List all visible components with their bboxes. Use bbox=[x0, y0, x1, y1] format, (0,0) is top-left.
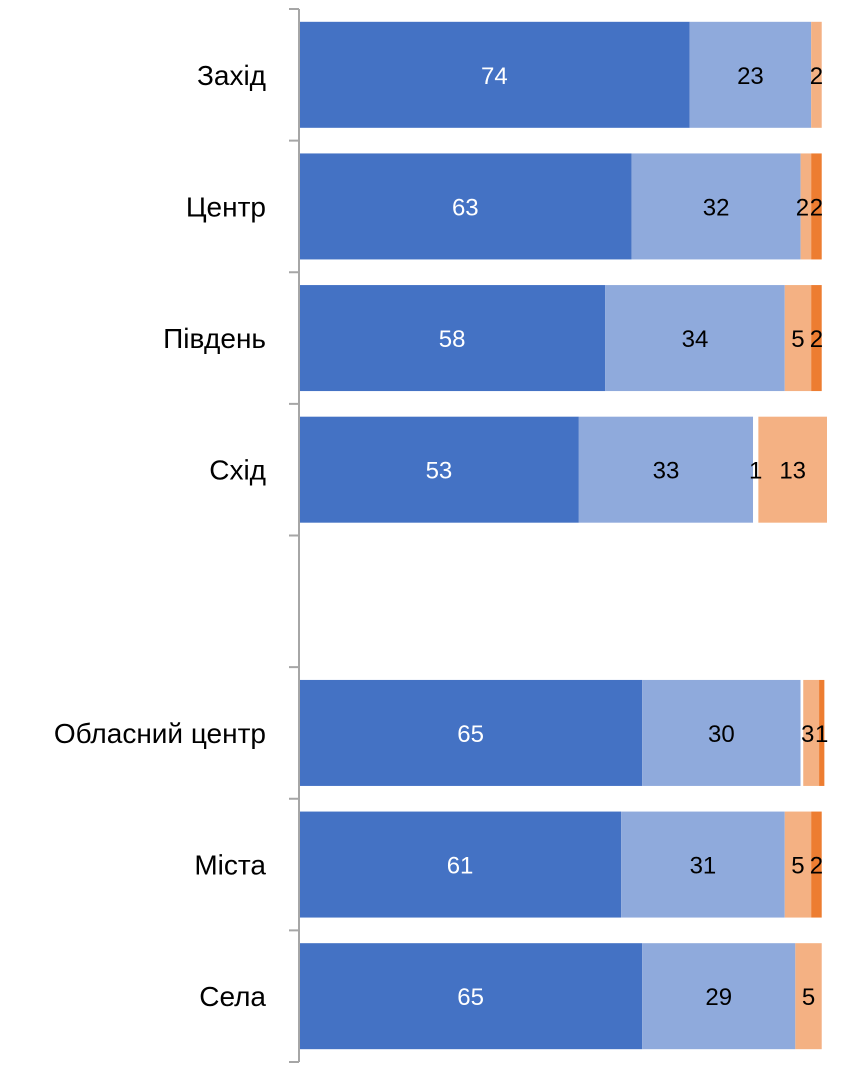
data-label: 65 bbox=[457, 721, 484, 748]
data-label: 2 bbox=[810, 326, 823, 353]
bar-segment bbox=[784, 285, 812, 392]
data-label: 5 bbox=[791, 326, 804, 353]
bar-segment bbox=[753, 416, 759, 523]
data-label: 58 bbox=[439, 326, 466, 353]
bar-segment bbox=[299, 416, 579, 523]
category-label: Обласний центр bbox=[54, 718, 266, 749]
bar-segment bbox=[642, 679, 801, 786]
data-label: 30 bbox=[708, 721, 735, 748]
bar-segment bbox=[811, 285, 822, 392]
bar-segment bbox=[811, 21, 822, 128]
data-label: 2 bbox=[796, 194, 809, 221]
data-label: 74 bbox=[481, 63, 508, 90]
bar-segment bbox=[811, 153, 822, 260]
bar-segment bbox=[800, 679, 804, 786]
data-label: 1 bbox=[749, 458, 762, 485]
bar-segment bbox=[299, 811, 622, 918]
data-label: 32 bbox=[703, 194, 730, 221]
category-label: Села bbox=[199, 981, 266, 1012]
bar-segment bbox=[631, 153, 801, 260]
data-label: 23 bbox=[737, 63, 764, 90]
data-label: 31 bbox=[690, 853, 717, 880]
data-label: 13 bbox=[779, 458, 806, 485]
bars-layer bbox=[299, 21, 827, 1050]
bar-segment bbox=[642, 943, 796, 1050]
bar-segment bbox=[299, 943, 643, 1050]
data-label: 53 bbox=[426, 458, 453, 485]
bar-segment bbox=[299, 679, 643, 786]
bar-segment bbox=[299, 285, 606, 392]
data-label: 5 bbox=[802, 984, 815, 1011]
data-label: 5 bbox=[791, 853, 804, 880]
data-label: 2 bbox=[810, 194, 823, 221]
data-label: 2 bbox=[810, 63, 823, 90]
bar-segment bbox=[299, 21, 690, 128]
bar-segment bbox=[784, 811, 812, 918]
bar-segment bbox=[795, 943, 822, 1050]
data-label: 63 bbox=[452, 194, 479, 221]
data-label: 33 bbox=[653, 458, 680, 485]
bar-segment bbox=[689, 21, 812, 128]
bar-segment bbox=[803, 679, 820, 786]
bar-segment bbox=[578, 416, 754, 523]
axis-layer bbox=[289, 8, 300, 1063]
category-label: Південь bbox=[163, 323, 266, 354]
data-label: 3 bbox=[801, 721, 814, 748]
category-label: Центр bbox=[186, 191, 266, 222]
bar-segment bbox=[605, 285, 785, 392]
category-label: Міста bbox=[194, 850, 266, 881]
bar-segment bbox=[819, 679, 825, 786]
category-label: Схід bbox=[209, 455, 266, 486]
data-label: 34 bbox=[682, 326, 709, 353]
data-label: 65 bbox=[457, 984, 484, 1011]
data-label: 1 bbox=[815, 721, 828, 748]
bar-segment bbox=[800, 153, 812, 260]
data-label: 29 bbox=[705, 984, 732, 1011]
bar-segment bbox=[758, 416, 827, 523]
bar-segment bbox=[299, 153, 632, 260]
data-label: 61 bbox=[447, 853, 474, 880]
bar-segment bbox=[621, 811, 785, 918]
bar-segment bbox=[811, 811, 822, 918]
category-label: Захід bbox=[197, 60, 266, 91]
data-label: 2 bbox=[810, 853, 823, 880]
